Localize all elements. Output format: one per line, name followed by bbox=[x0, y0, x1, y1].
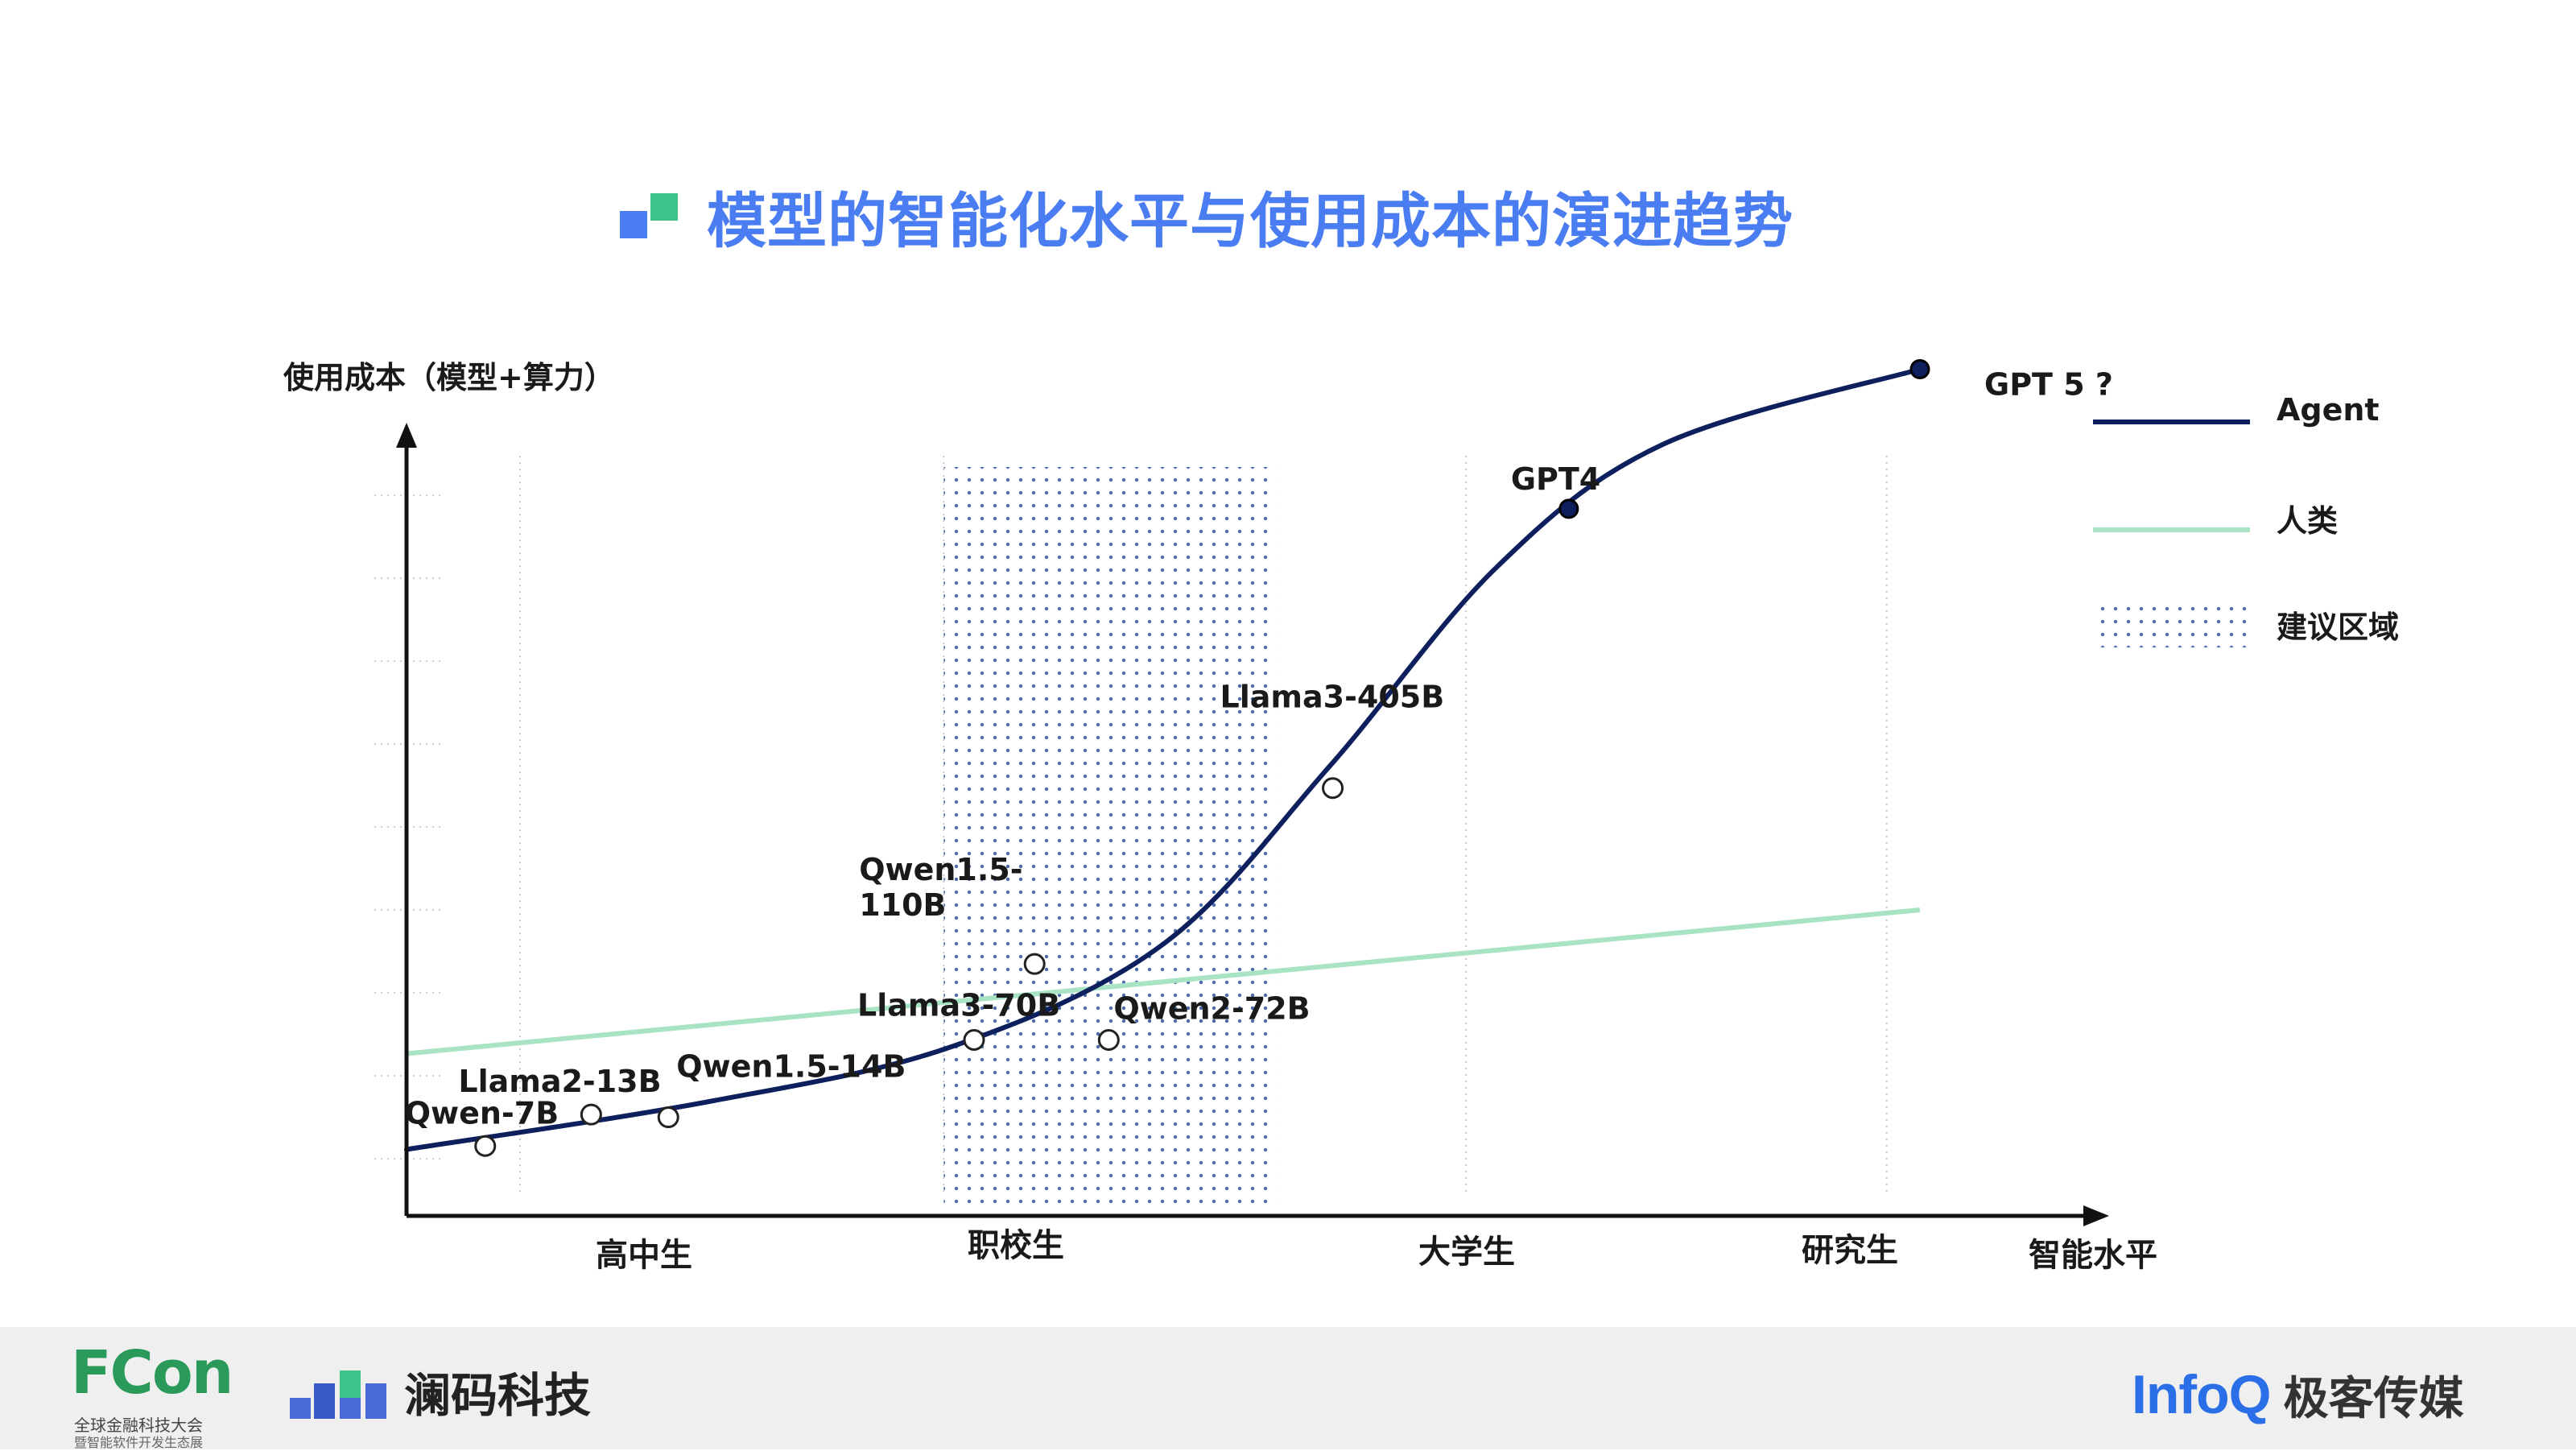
fcon-logo: FCon 全球金融科技大会 暨智能软件开发生态展 bbox=[71, 1338, 248, 1450]
y-axis-label: 使用成本（模型+算力） bbox=[283, 360, 615, 395]
legend-agent-label: Agent bbox=[2277, 392, 2380, 428]
chart: 使用成本（模型+算力） 智能水平 高中生 职校生 大学生 研究生 Qwen-7BLlama2… bbox=[283, 359, 2399, 1274]
lanma-logo: 澜码科技 bbox=[290, 1359, 591, 1424]
model-marker bbox=[1322, 777, 1344, 800]
model-marker bbox=[580, 1103, 602, 1126]
model-marker bbox=[657, 1106, 679, 1129]
model-markers-layer bbox=[474, 359, 1930, 1157]
footer-bar: FCon 全球金融科技大会 暨智能软件开发生态展 澜码科技 InfoQ 极客传媒 bbox=[0, 1327, 2576, 1450]
model-label: GPT4 bbox=[1511, 461, 1600, 497]
recommended-region-layer bbox=[943, 467, 1277, 1208]
x-axis-label: 智能水平 bbox=[2029, 1237, 2157, 1274]
model-label: Qwen1.5-110B bbox=[859, 852, 1022, 923]
labels-layer: 使用成本（模型+算力） 智能水平 高中生 职校生 大学生 研究生 Qwen-7BLlama2… bbox=[283, 360, 2157, 1274]
geek-media-name: 极客传媒 bbox=[2283, 1372, 2464, 1425]
model-marker bbox=[474, 1135, 497, 1157]
y-axis-arrow-icon bbox=[396, 423, 417, 448]
model-marker bbox=[1023, 953, 1046, 975]
title-logo-icon bbox=[620, 187, 678, 245]
slide-title: 模型的智能化水平与使用成本的演进趋势 bbox=[620, 176, 1794, 256]
human-series-line bbox=[406, 907, 1921, 1056]
lanma-logo-icon bbox=[290, 1370, 386, 1419]
x-tick-label: 高中生 bbox=[596, 1237, 692, 1274]
page-title: 模型的智能化水平与使用成本的演进趋势 bbox=[707, 186, 1794, 256]
model-label: Qwen-7B bbox=[405, 1095, 559, 1131]
fcon-name: FCon bbox=[71, 1338, 233, 1408]
infoq-name: InfoQ bbox=[2132, 1364, 2272, 1425]
model-label: Llama3-405B bbox=[1220, 680, 1445, 715]
x-axis-arrow-icon bbox=[2083, 1205, 2109, 1226]
agent-series-layer bbox=[404, 366, 1922, 1152]
model-marker bbox=[1558, 498, 1579, 519]
model-label: Llama3-70B bbox=[857, 988, 1060, 1023]
x-tick-label: 大学生 bbox=[1418, 1234, 1515, 1271]
model-marker bbox=[1097, 1029, 1120, 1051]
infoq-logo: InfoQ 极客传媒 bbox=[2132, 1362, 2464, 1427]
fcon-subtitle-2: 暨智能软件开发生态展 bbox=[74, 1435, 204, 1450]
model-label: GPT 5 ? bbox=[1984, 367, 2113, 403]
recommended-region bbox=[943, 467, 1277, 1208]
legend-human-label: 人类 bbox=[2277, 503, 2338, 539]
model-marker bbox=[963, 1029, 985, 1051]
model-label: Llama2-13B bbox=[458, 1064, 661, 1099]
lanma-name: 澜码科技 bbox=[404, 1368, 592, 1423]
fcon-subtitle: 全球金融科技大会 bbox=[74, 1416, 203, 1435]
x-tick-label: 职校生 bbox=[968, 1227, 1064, 1264]
legend-region-label: 建议区域 bbox=[2277, 610, 2399, 645]
model-label: Qwen2-72B bbox=[1113, 991, 1310, 1027]
x-tick-label: 研究生 bbox=[1802, 1232, 1898, 1269]
legend-region-swatch bbox=[2093, 604, 2250, 647]
human-series-layer bbox=[406, 907, 1921, 1056]
model-label: Qwen1.5-14B bbox=[676, 1049, 906, 1085]
agent-series-curve bbox=[404, 366, 1922, 1152]
model-marker bbox=[1909, 359, 1930, 379]
axes-layer bbox=[396, 423, 2109, 1226]
